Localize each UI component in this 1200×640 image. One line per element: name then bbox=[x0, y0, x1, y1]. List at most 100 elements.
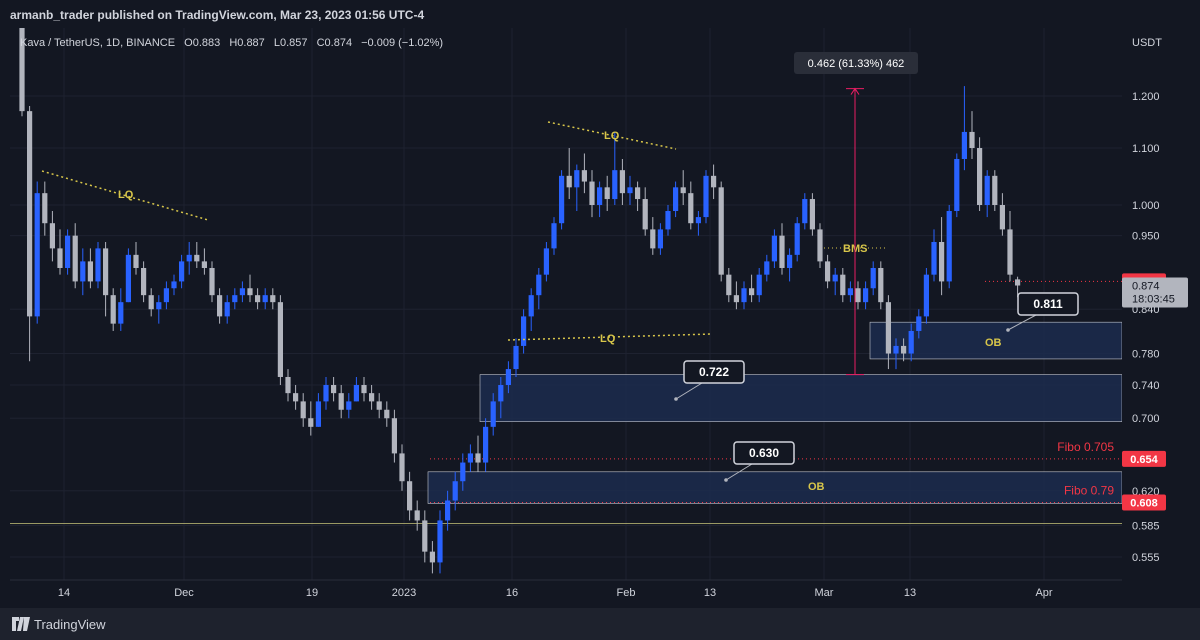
candle bbox=[566, 148, 572, 200]
candle bbox=[543, 241, 549, 282]
measure-box bbox=[794, 52, 918, 74]
candle-body bbox=[361, 385, 367, 394]
candle bbox=[1015, 276, 1021, 298]
candle bbox=[27, 106, 33, 362]
candle bbox=[908, 323, 914, 362]
lq-line bbox=[507, 333, 713, 341]
candle bbox=[331, 376, 337, 402]
candle-body bbox=[308, 418, 314, 427]
candle bbox=[635, 181, 641, 212]
candle-body bbox=[125, 254, 131, 303]
candle bbox=[186, 241, 192, 275]
candle-body bbox=[224, 302, 230, 317]
candle-body bbox=[726, 274, 732, 296]
candle-body bbox=[239, 288, 245, 296]
fibo-label: Fibo 0.705 bbox=[1057, 440, 1114, 454]
candle-body bbox=[574, 170, 580, 188]
candle bbox=[604, 175, 610, 212]
candle bbox=[817, 223, 823, 268]
candle bbox=[475, 435, 481, 472]
candle-body bbox=[277, 302, 283, 377]
candle bbox=[787, 248, 793, 282]
candle bbox=[513, 338, 519, 377]
candle-body bbox=[688, 193, 694, 224]
publish-line: armanb_trader published on TradingView.c… bbox=[10, 8, 425, 22]
candle bbox=[34, 181, 40, 324]
candle bbox=[361, 376, 367, 402]
candle bbox=[733, 281, 739, 310]
candle bbox=[148, 288, 154, 317]
candle bbox=[277, 295, 283, 386]
price-callout: 0.722 bbox=[674, 360, 745, 401]
candle bbox=[224, 295, 230, 324]
candle bbox=[863, 281, 869, 310]
candle-body bbox=[551, 223, 557, 249]
candle bbox=[247, 274, 253, 303]
price-tag-bg bbox=[1122, 494, 1166, 511]
candle-body bbox=[209, 267, 215, 296]
candle bbox=[695, 211, 701, 236]
candle bbox=[794, 217, 800, 262]
candle bbox=[536, 267, 542, 310]
tradingview-logo-icon bbox=[12, 617, 30, 631]
candle bbox=[171, 274, 177, 296]
candle-body bbox=[771, 235, 777, 262]
candle-body bbox=[65, 235, 71, 268]
candle bbox=[483, 418, 489, 472]
candle bbox=[95, 241, 101, 289]
candle-body bbox=[285, 376, 291, 394]
candle bbox=[57, 229, 63, 275]
candle-body bbox=[429, 551, 435, 563]
candle bbox=[308, 401, 314, 436]
candle-body bbox=[452, 481, 458, 501]
candle-body bbox=[293, 393, 299, 402]
candle-body bbox=[498, 385, 504, 402]
candle bbox=[999, 193, 1005, 236]
candle bbox=[163, 281, 169, 310]
candle-body bbox=[467, 453, 473, 463]
candle-body bbox=[513, 345, 519, 370]
candle bbox=[156, 295, 162, 324]
candle-body bbox=[331, 385, 337, 394]
change-value: −0.009 (−1.02%) bbox=[361, 37, 443, 49]
candle-body bbox=[703, 175, 709, 218]
candle bbox=[984, 170, 990, 218]
candle bbox=[445, 490, 451, 531]
candle bbox=[779, 223, 785, 275]
time-tick-label: 19 bbox=[306, 587, 318, 599]
candle-body bbox=[217, 295, 223, 317]
candle-body bbox=[42, 193, 48, 224]
candle-body bbox=[885, 302, 891, 354]
candle-body bbox=[908, 330, 914, 354]
candle-body bbox=[984, 175, 990, 205]
candle bbox=[885, 295, 891, 370]
candle bbox=[498, 376, 504, 419]
open-value: 0.883 bbox=[193, 37, 221, 49]
candle bbox=[802, 193, 808, 230]
candle bbox=[376, 393, 382, 419]
candle bbox=[255, 288, 261, 310]
candle-body bbox=[642, 199, 648, 230]
callout-label: 0.811 bbox=[1033, 297, 1063, 311]
candle bbox=[992, 170, 998, 212]
candle-body bbox=[635, 187, 641, 200]
candle-body bbox=[916, 316, 922, 331]
candle-body bbox=[832, 274, 838, 282]
candle bbox=[353, 376, 359, 402]
candle bbox=[597, 181, 603, 218]
candle bbox=[825, 254, 831, 289]
candle bbox=[285, 369, 291, 402]
price-axis[interactable]: USDT 1.2001.1001.0000.9500.8400.7800.740… bbox=[1122, 28, 1200, 580]
ohlc-legend: Kava / TetherUS, 1D, BINANCE O0.883 H0.8… bbox=[20, 37, 443, 49]
candle bbox=[505, 361, 511, 394]
candle-body bbox=[353, 385, 359, 402]
candle bbox=[771, 229, 777, 268]
time-axis[interactable]: 14 Dec 19 2023 16 Feb 13 Mar 13 Apr bbox=[10, 579, 1122, 599]
lq-label: LQ bbox=[600, 333, 616, 345]
candle-body bbox=[300, 401, 306, 419]
candle bbox=[293, 385, 299, 410]
candle-body bbox=[95, 248, 101, 282]
candle bbox=[680, 170, 686, 205]
candle bbox=[756, 267, 762, 303]
